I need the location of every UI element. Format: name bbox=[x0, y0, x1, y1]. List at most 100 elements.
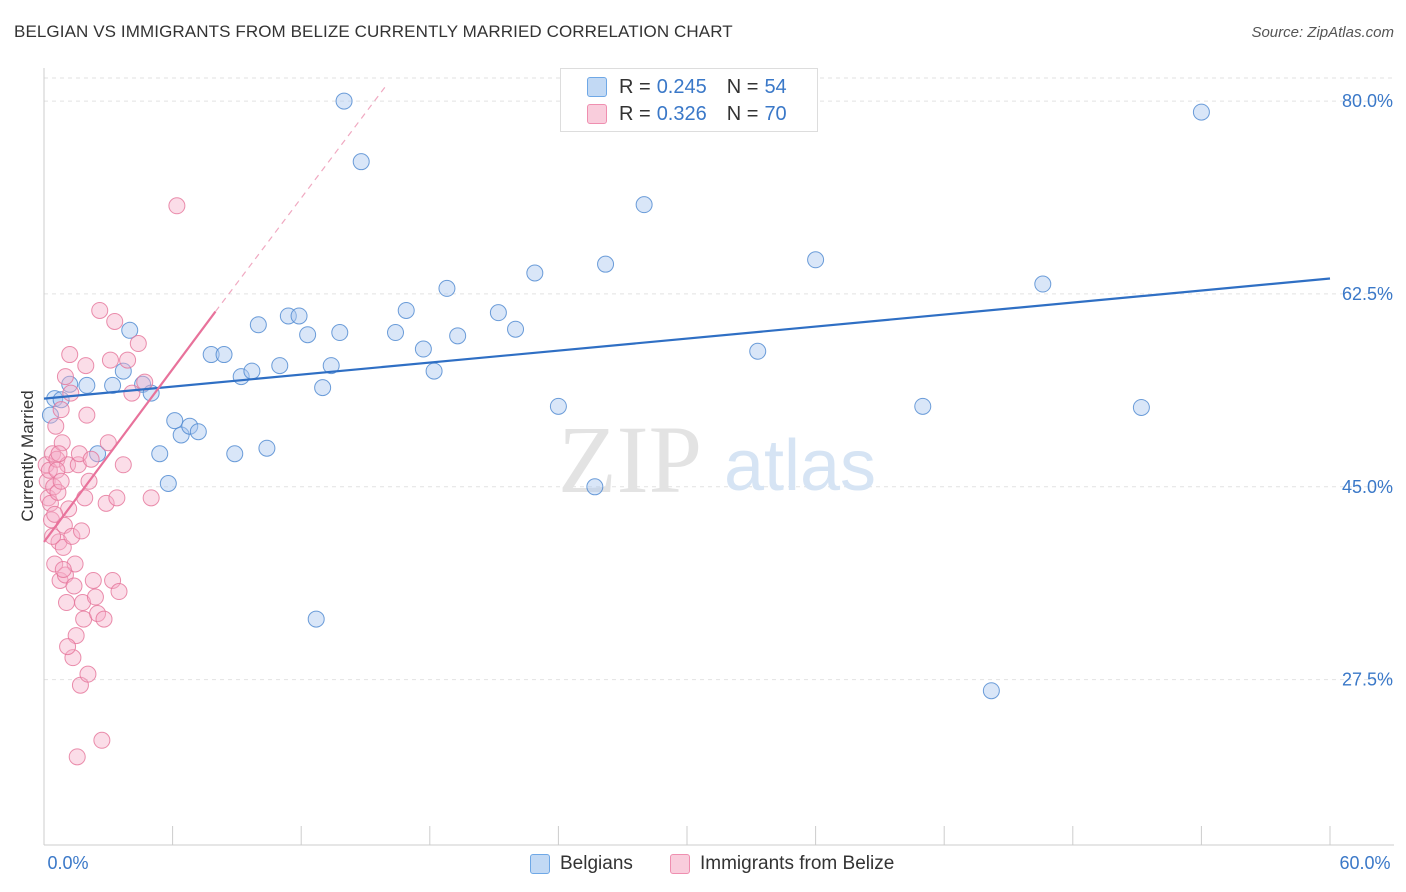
belgian-point bbox=[299, 326, 317, 344]
belize-point bbox=[44, 527, 62, 545]
watermark-zip: ZIP bbox=[558, 406, 702, 513]
belize-point bbox=[74, 594, 92, 612]
legend-n-value: 70 bbox=[764, 102, 787, 125]
legend-n-value: 54 bbox=[764, 75, 787, 98]
belgian-point bbox=[151, 445, 169, 463]
belize-trend-extension bbox=[214, 84, 388, 312]
belgian-point bbox=[121, 321, 139, 339]
belize-point bbox=[62, 384, 80, 402]
belize-point bbox=[52, 472, 70, 490]
chart-title: BELGIAN VS IMMIGRANTS FROM BELIZE CURREN… bbox=[14, 22, 733, 41]
belgian-point bbox=[335, 92, 353, 110]
data-points bbox=[37, 92, 1210, 766]
belize-point bbox=[61, 346, 79, 364]
legend-n-key: N = bbox=[726, 75, 759, 98]
y-axis-label: Currently Married bbox=[18, 390, 37, 522]
belize-point bbox=[54, 560, 72, 578]
belgian-point bbox=[1034, 275, 1052, 293]
belgian-point bbox=[307, 610, 325, 628]
belize-point bbox=[49, 483, 67, 501]
belgian-point bbox=[258, 439, 276, 457]
belgian-point bbox=[586, 478, 604, 496]
y-tick-label: 27.5% bbox=[1342, 670, 1393, 690]
belize-point bbox=[82, 450, 100, 468]
belize-point bbox=[77, 357, 95, 375]
belgian-point bbox=[172, 426, 190, 444]
belgian-point bbox=[414, 340, 432, 358]
belgian-point bbox=[397, 301, 415, 319]
bottom-legend-swatch-blue bbox=[530, 854, 550, 874]
legend-r-value: 0.326 bbox=[656, 102, 707, 125]
belize-point bbox=[91, 301, 109, 319]
belgian-point bbox=[243, 362, 261, 380]
belize-point bbox=[108, 489, 126, 507]
belize-point bbox=[56, 368, 74, 386]
belgian-point bbox=[914, 397, 932, 415]
belgian-point bbox=[114, 362, 132, 380]
belize-point bbox=[68, 748, 86, 766]
belize-point bbox=[84, 571, 102, 589]
belize-point bbox=[73, 522, 91, 540]
belgian-point bbox=[41, 406, 59, 424]
x-tick-label-max: 60.0% bbox=[1339, 853, 1390, 873]
bottom-legend-label: Immigrants from Belize bbox=[700, 853, 895, 874]
y-tick-label: 62.5% bbox=[1342, 284, 1393, 304]
legend-row-belgians: R = 0.245 N = 54 bbox=[587, 75, 787, 99]
belgian-point bbox=[489, 304, 507, 322]
belgian-point bbox=[507, 320, 525, 338]
y-tick-labels: 27.5% 45.0% 62.5% 80.0% bbox=[1342, 91, 1393, 690]
belize-point bbox=[114, 456, 132, 474]
belize-point bbox=[97, 494, 115, 512]
belize-point bbox=[64, 649, 82, 667]
belgian-point bbox=[61, 375, 79, 393]
bottom-legend-swatch-pink bbox=[670, 854, 690, 874]
belize-point bbox=[76, 489, 94, 507]
legend-row-belize: R = 0.326 N = 70 bbox=[587, 102, 787, 126]
belize-point bbox=[93, 731, 111, 749]
belize-trend-line bbox=[43, 310, 217, 543]
belize-point bbox=[50, 445, 68, 463]
belgian-point bbox=[352, 153, 370, 171]
belgian-point bbox=[226, 445, 244, 463]
belgian-point bbox=[1192, 103, 1210, 121]
belize-point bbox=[37, 456, 55, 474]
belize-point bbox=[63, 527, 81, 545]
correlation-legend: R = 0.245 N = 54 R = 0.326 N = 70 bbox=[560, 68, 818, 132]
belize-point bbox=[48, 461, 66, 479]
belize-point bbox=[106, 312, 124, 330]
belgian-point bbox=[331, 324, 349, 342]
belize-point bbox=[142, 489, 160, 507]
bottom-legend-label: Belgians bbox=[560, 853, 633, 874]
belgian-point bbox=[438, 279, 456, 297]
belgian-point bbox=[314, 379, 332, 397]
belgian-point bbox=[290, 307, 308, 325]
belize-point bbox=[123, 384, 141, 402]
trend-lines bbox=[43, 84, 1331, 543]
y-tick-label: 80.0% bbox=[1342, 91, 1393, 111]
belize-point bbox=[110, 583, 128, 601]
watermark: ZIP atlas bbox=[558, 406, 876, 513]
belize-point bbox=[86, 588, 104, 606]
legend-r-key: R = bbox=[619, 75, 651, 98]
belize-point bbox=[78, 406, 96, 424]
belize-point bbox=[129, 335, 147, 353]
legend-n-key: N = bbox=[726, 102, 759, 125]
belize-point bbox=[53, 434, 71, 452]
belgian-point bbox=[104, 376, 122, 394]
belgian-point bbox=[202, 346, 220, 364]
belgian-point bbox=[181, 417, 199, 435]
belize-point bbox=[52, 401, 70, 419]
belize-point bbox=[99, 434, 117, 452]
belgian-point bbox=[387, 324, 405, 342]
belgian-point bbox=[78, 376, 96, 394]
belgian-point bbox=[322, 357, 340, 375]
legend-swatch-blue bbox=[587, 77, 607, 97]
belgian-point bbox=[271, 357, 289, 375]
belize-point bbox=[79, 665, 97, 683]
belize-point bbox=[65, 577, 83, 595]
belgian-point bbox=[189, 423, 207, 441]
belgian-point bbox=[449, 327, 467, 345]
legend-r-key: R = bbox=[619, 102, 651, 125]
belgian-point bbox=[635, 196, 653, 214]
